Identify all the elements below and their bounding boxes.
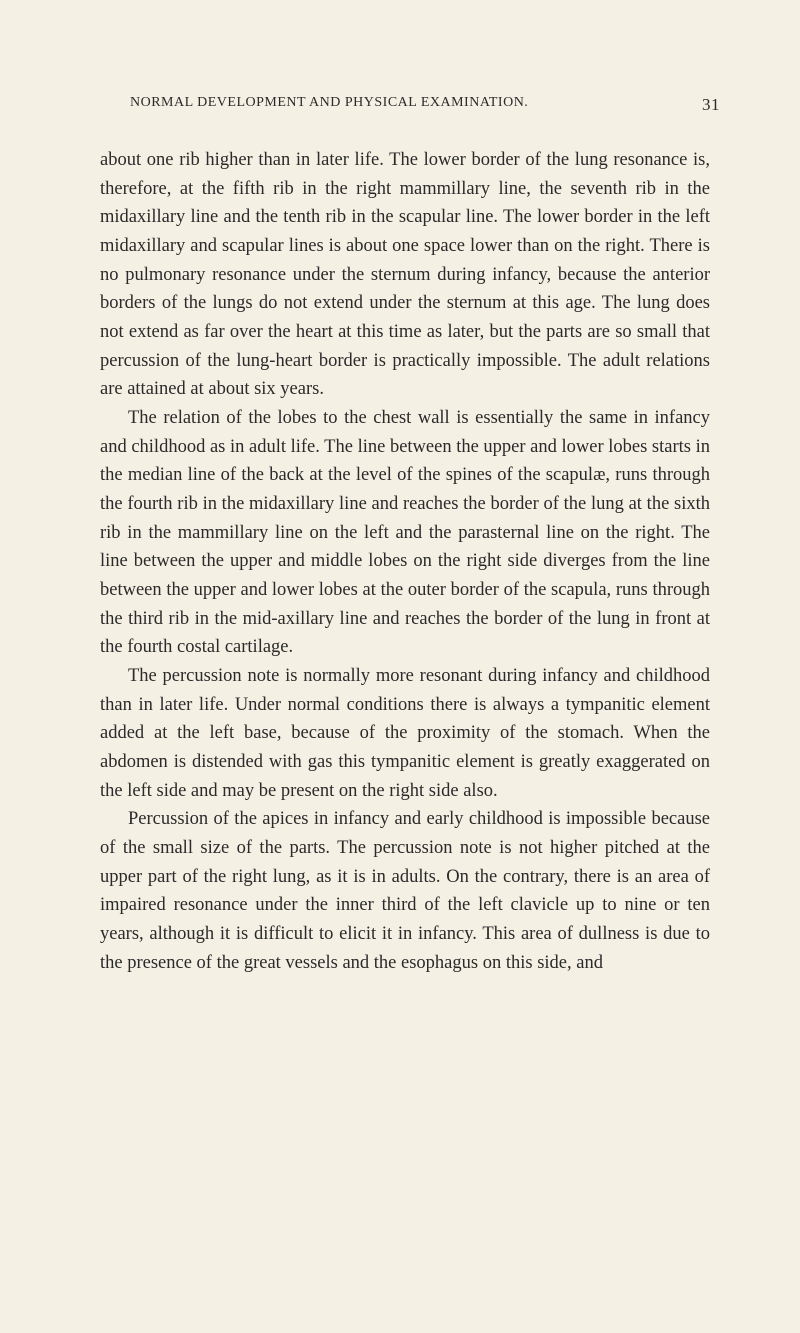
page-number: 31 [702, 95, 720, 115]
body-paragraph: Percussion of the apices in infancy and … [100, 805, 710, 977]
body-paragraph: The relation of the lobes to the chest w… [100, 404, 710, 662]
body-paragraph: The percussion note is normally more res… [100, 662, 710, 805]
header-title: NORMAL DEVELOPMENT AND PHYSICAL EXAMINAT… [130, 95, 528, 110]
page-header: NORMAL DEVELOPMENT AND PHYSICAL EXAMINAT… [100, 95, 710, 111]
body-paragraph: about one rib higher than in later life.… [100, 146, 710, 404]
